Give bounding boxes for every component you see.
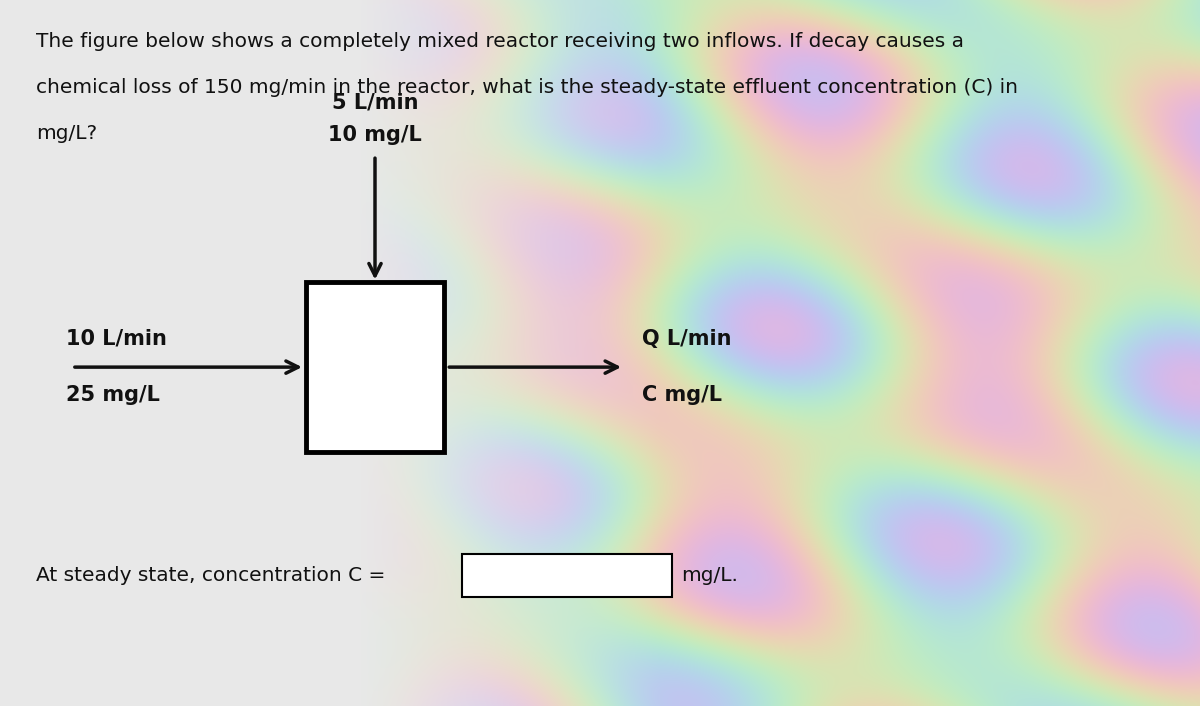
Text: 5 L/min: 5 L/min [331, 93, 419, 113]
Bar [306, 282, 444, 452]
Text: mg/L.: mg/L. [682, 566, 738, 585]
Bar [462, 554, 672, 597]
Text: chemical loss of 150 mg/min in the reactor, what is the steady-state effluent co: chemical loss of 150 mg/min in the react… [36, 78, 1018, 97]
Text: 10 mg/L: 10 mg/L [328, 125, 422, 145]
Text: mg/L?: mg/L? [36, 124, 97, 143]
Text: Q L/min: Q L/min [642, 329, 732, 349]
Text: 10 L/min: 10 L/min [66, 329, 167, 349]
Text: 25 mg/L: 25 mg/L [66, 385, 160, 405]
Text: The figure below shows a completely mixed reactor receiving two inflows. If deca: The figure below shows a completely mixe… [36, 32, 964, 51]
Text: C mg/L: C mg/L [642, 385, 722, 405]
Text: At steady state, concentration C =: At steady state, concentration C = [36, 566, 385, 585]
